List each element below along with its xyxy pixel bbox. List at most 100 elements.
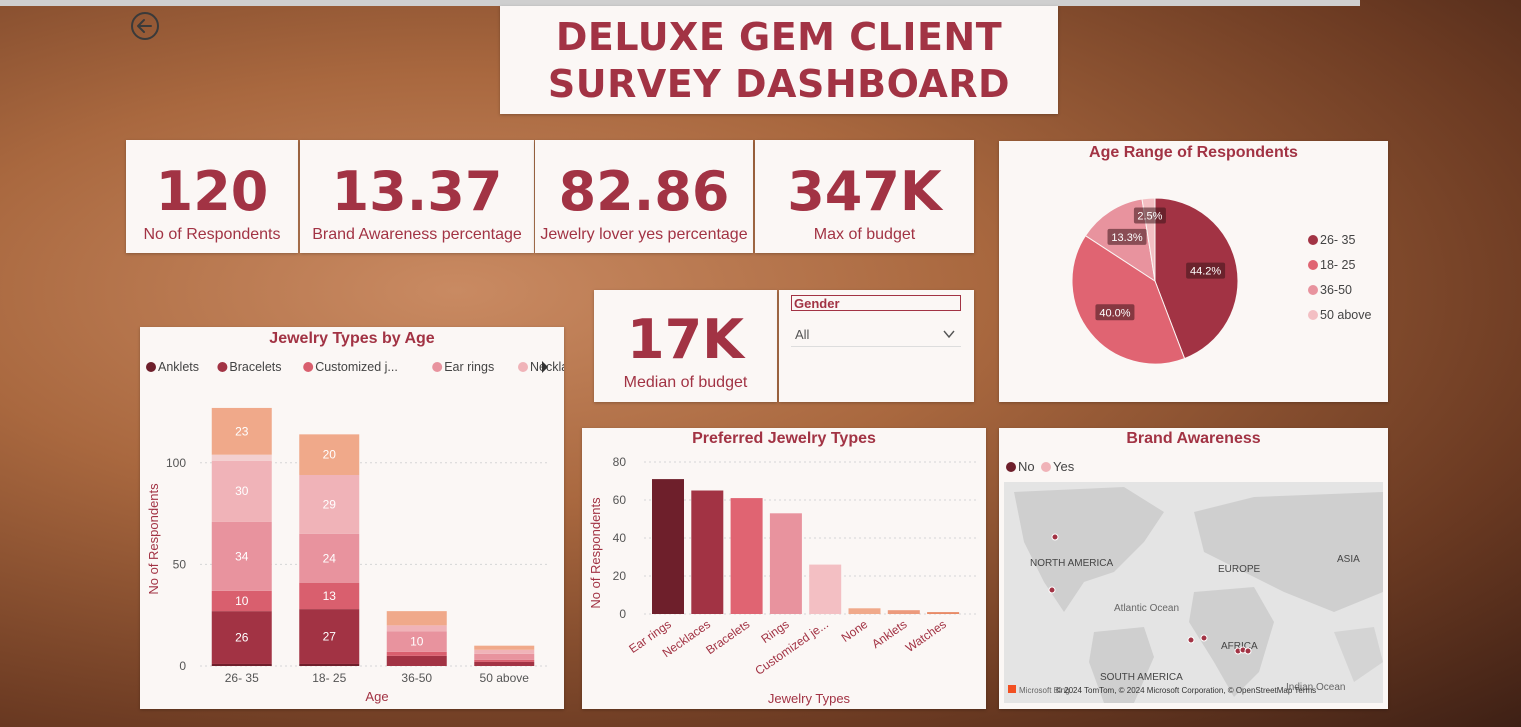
bar-segment <box>386 651 447 656</box>
bar <box>848 608 881 614</box>
bar-segment <box>299 609 360 664</box>
bar <box>927 612 960 614</box>
bar-data-label: 24 <box>323 551 337 565</box>
y-tick-label: 60 <box>613 493 627 507</box>
map-point <box>1051 533 1059 541</box>
map-landmass <box>1334 627 1383 682</box>
bing-logo-icon <box>1008 685 1016 693</box>
kpi-label: Brand Awareness percentage <box>312 226 522 243</box>
kpi-card-respondents: 120 No of Respondents <box>126 140 298 253</box>
legend-marker <box>146 362 156 372</box>
kpi-card-median-budget: 17K Median of budget <box>594 290 777 402</box>
bar-segment <box>211 611 272 664</box>
y-tick-label: 100 <box>166 456 186 470</box>
legend-marker <box>432 362 443 372</box>
bar-data-label: 10 <box>410 635 424 649</box>
dashboard-title: DELUXE GEM CLIENT SURVEY DASHBOARD <box>500 6 1058 114</box>
map-label: SOUTH AMERICA <box>1100 672 1183 683</box>
legend-label: 36-50 <box>1320 283 1352 297</box>
map-canvas[interactable]: NORTH AMERICA EUROPE ASIA Atlantic Ocean… <box>1004 482 1383 703</box>
y-tick-label: 0 <box>179 659 186 673</box>
legend-label: Ear rings <box>444 360 494 374</box>
bar-segment <box>211 454 272 461</box>
kpi-label: Jewelry lover yes percentage <box>540 226 748 243</box>
legend-marker <box>1308 260 1318 270</box>
bar-data-label: 10 <box>235 594 249 608</box>
map-landmass <box>1014 487 1164 612</box>
map-label: Indian Ocean <box>1286 682 1346 693</box>
kpi-value: 347K <box>787 160 942 223</box>
kpi-value: 17K <box>627 308 744 371</box>
kpi-card-brand-awareness: 13.37 Brand Awareness percentage <box>300 140 534 253</box>
brand-awareness-legend: No Yes <box>1006 459 1075 474</box>
pie-slice <box>1071 234 1186 365</box>
bar-segment <box>299 533 360 583</box>
y-tick-label: 80 <box>613 455 627 469</box>
bar-data-label: 29 <box>323 497 337 511</box>
pie-label-bg <box>1186 262 1226 279</box>
kpi-label: Max of budget <box>813 226 916 243</box>
x-tick-label: 50 above <box>480 671 530 685</box>
chart-title: Age Range of Respondents <box>1089 144 1298 161</box>
pie-label-bg <box>1107 228 1147 245</box>
legend-label: Anklets <box>158 360 199 374</box>
map-landmass <box>1089 627 1154 703</box>
legend-marker-no <box>1006 462 1016 472</box>
y-tick-label: 0 <box>619 607 626 621</box>
chart-title: Preferred Jewelry Types <box>692 430 876 447</box>
bar-data-label: 34 <box>235 549 249 563</box>
legend-marker <box>1308 310 1318 320</box>
map-label: Atlantic Ocean <box>1114 603 1179 614</box>
bar <box>887 610 920 614</box>
pie-data-label: 40.0% <box>1099 307 1130 319</box>
kpi-value: 120 <box>155 160 269 223</box>
y-tick-label: 40 <box>613 531 627 545</box>
pie-label-bg <box>1095 304 1135 321</box>
bar-data-label: 13 <box>323 589 337 603</box>
bar-segment <box>211 590 272 612</box>
bar-segment <box>299 582 360 610</box>
x-axis-label: Jewelry Types <box>768 691 851 706</box>
pie-data-label: 44.2% <box>1190 266 1221 278</box>
map-label: ASIA <box>1337 554 1360 565</box>
chart-title: Brand Awareness <box>1126 430 1261 447</box>
world-map[interactable]: NORTH AMERICA EUROPE ASIA Atlantic Ocean… <box>1004 482 1383 703</box>
kpi-label: No of Respondents <box>143 226 281 243</box>
gender-dropdown[interactable]: All <box>791 323 961 347</box>
bar-segment <box>299 434 360 475</box>
bar-segment <box>211 663 272 666</box>
pie-label-bg <box>1133 207 1166 224</box>
gender-slicer: Gender All <box>779 290 974 402</box>
kpi-card-jewelry-lover: 82.86 Jewelry lover yes percentage <box>535 140 753 253</box>
x-tick-label: 36-50 <box>401 671 432 685</box>
kpi-card-max-budget: 347K Max of budget <box>755 140 974 253</box>
jewelry-by-age-plot: Anklets Bracelets Customized j... Ear rings… <box>146 360 564 704</box>
bar-segment <box>474 661 535 666</box>
legend-label-yes: Yes <box>1053 459 1075 474</box>
map-label: NORTH AMERICA <box>1030 558 1113 569</box>
back-arrow-icon[interactable] <box>130 11 160 41</box>
bar-segment <box>211 460 272 522</box>
legend-label: Customized j... <box>315 360 398 374</box>
pie-data-label: 2.5% <box>1137 210 1162 222</box>
legend-label-no: No <box>1018 459 1035 474</box>
map-landmass <box>1194 492 1383 612</box>
y-axis-label: No of Respondents <box>146 483 161 595</box>
bar <box>691 490 724 614</box>
dashboard-title-text: DELUXE GEM CLIENT SURVEY DASHBOARD <box>547 15 1011 106</box>
bar <box>809 564 842 614</box>
bar-segment <box>299 474 360 534</box>
dropdown-value: All <box>795 327 810 342</box>
bar-data-label: 20 <box>323 448 337 462</box>
slicer-title: Gender <box>791 295 961 311</box>
map-landmass <box>1189 587 1274 697</box>
x-axis-label: Age <box>365 689 388 704</box>
x-tick-label: 26- 35 <box>225 671 259 685</box>
map-point <box>1200 634 1208 642</box>
x-tick-label: None <box>839 617 871 645</box>
legend-label: 50 above <box>1320 308 1371 322</box>
age-range-pie: 44.2% 40.0% 13.3% 2.5% 26- 35 18- 25 36-50 50 a… <box>1071 197 1371 365</box>
kpi-value: 82.86 <box>558 160 730 223</box>
kpi-label: Median of budget <box>623 374 748 391</box>
bar-segment <box>211 521 272 591</box>
